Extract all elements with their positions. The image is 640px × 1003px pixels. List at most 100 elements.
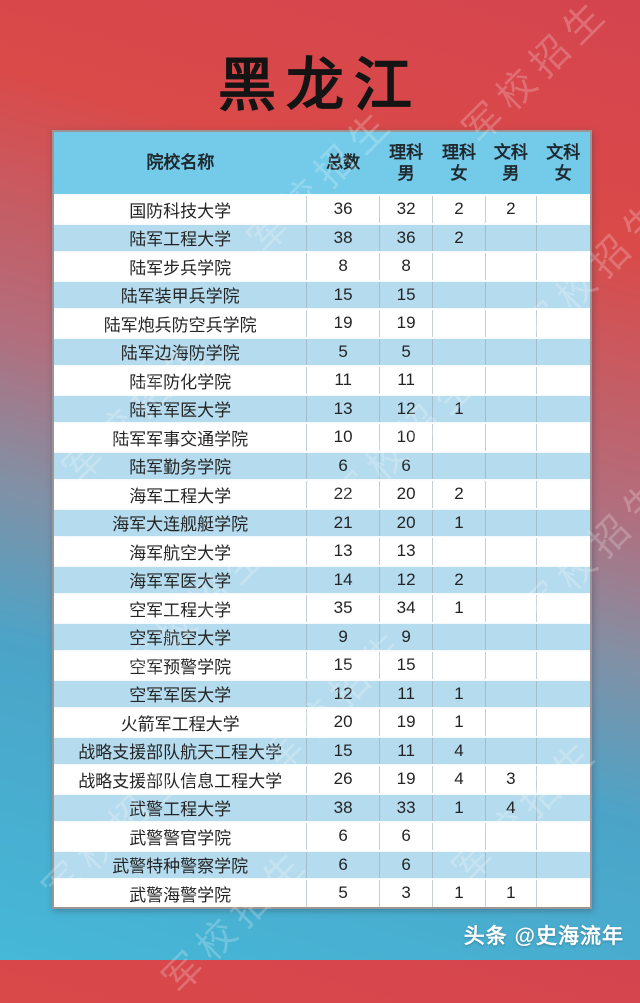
- cell-value-arts-female: [536, 252, 590, 282]
- cell-value-total: 6: [306, 850, 380, 880]
- cell-value-science-male: 10: [379, 423, 434, 453]
- cell-value-total: 38: [306, 793, 380, 823]
- cell-value-science-male: 15: [379, 280, 434, 310]
- cell-value-science-female: 1: [432, 708, 486, 738]
- table-row: 空军预警学院 15 15: [54, 651, 590, 681]
- cell-value-total: 15: [306, 736, 380, 766]
- credit-badge: 头条 @史海流年: [463, 925, 624, 948]
- cell-value-arts-male: 4: [485, 793, 538, 823]
- cell-name: 空军军医大学: [54, 679, 308, 709]
- cell-name: 火箭军工程大学: [54, 708, 308, 738]
- cell-value-science-male: 6: [379, 451, 434, 481]
- table-row: 陆军军事交通学院 10 10: [54, 423, 590, 453]
- column-header-total: 总数: [306, 132, 380, 196]
- column-header-science-male: 理科 男: [379, 132, 433, 196]
- cell-value-total: 15: [306, 651, 380, 681]
- header-row: 院校名称 总数 理科 男 理科 女 文科 男: [54, 132, 590, 196]
- cell-value-science-male: 12: [379, 565, 434, 595]
- cell-value-arts-female: [536, 565, 590, 595]
- table-row: 陆军勤务学院 6 6: [54, 451, 590, 481]
- table-row: 战略支援部队信息工程大学 26 19 4 3: [54, 765, 590, 795]
- table-row: 战略支援部队航天工程大学 15 11 4: [54, 736, 590, 766]
- cell-value-science-female: [432, 337, 486, 367]
- cell-value-science-male: 8: [379, 252, 434, 282]
- cell-name: 海军工程大学: [54, 480, 308, 510]
- column-header-science-female: 理科 女: [432, 132, 486, 196]
- cell-value-arts-male: [485, 252, 538, 282]
- cell-value-arts-female: [536, 594, 590, 624]
- cell-value-total: 15: [306, 280, 380, 310]
- cell-name: 武警海警学院: [54, 879, 308, 907]
- cell-value-total: 20: [306, 708, 380, 738]
- cell-value-science-female: [432, 366, 486, 396]
- cell-value-science-male: 20: [379, 480, 434, 510]
- table-row: 武警工程大学 38 33 1 4: [54, 793, 590, 823]
- cell-value-science-female: 2: [432, 195, 486, 225]
- cell-name: 武警工程大学: [54, 793, 308, 823]
- cell-value-arts-female: [536, 850, 590, 880]
- cell-value-total: 13: [306, 394, 380, 424]
- cell-value-arts-male: [485, 822, 538, 852]
- table-row: 空军工程大学 35 34 1: [54, 594, 590, 624]
- table-row: 海军航空大学 13 13: [54, 537, 590, 567]
- cell-name: 国防科技大学: [54, 195, 308, 225]
- cell-value-arts-male: [485, 451, 538, 481]
- cell-name: 空军工程大学: [54, 594, 308, 624]
- cell-value-science-male: 34: [379, 594, 434, 624]
- cell-value-science-female: [432, 252, 486, 282]
- cell-value-arts-female: [536, 195, 590, 225]
- table-row: 空军军医大学 12 11 1: [54, 679, 590, 709]
- cell-value-science-female: [432, 423, 486, 453]
- cell-value-science-female: 1: [432, 508, 486, 538]
- cell-value-arts-male: [485, 537, 538, 567]
- cell-name: 战略支援部队航天工程大学: [54, 736, 308, 766]
- cell-value-arts-female: [536, 366, 590, 396]
- cell-value-arts-male: [485, 708, 538, 738]
- cell-value-arts-male: [485, 366, 538, 396]
- enrollment-table: 院校名称 总数 理科 男 理科 女 文科 男: [52, 130, 592, 909]
- table-header: 院校名称 总数 理科 男 理科 女 文科 男: [54, 132, 590, 196]
- cell-value-total: 35: [306, 594, 380, 624]
- cell-value-total: 10: [306, 423, 380, 453]
- cell-value-arts-female: [536, 708, 590, 738]
- cell-value-science-male: 11: [379, 679, 434, 709]
- cell-value-arts-female: [536, 679, 590, 709]
- cell-value-arts-female: [536, 451, 590, 481]
- cell-value-science-male: 19: [379, 309, 434, 339]
- cell-value-science-female: 4: [432, 736, 486, 766]
- cell-name: 战略支援部队信息工程大学: [54, 765, 308, 795]
- cell-value-total: 5: [306, 879, 380, 907]
- column-header-arts-male: 文科 男: [485, 132, 537, 196]
- cell-value-science-male: 9: [379, 622, 434, 652]
- cell-value-arts-male: 1: [485, 879, 538, 907]
- cell-name: 武警特种警察学院: [54, 850, 308, 880]
- cell-value-science-female: 2: [432, 223, 486, 253]
- cell-name: 陆军边海防学院: [54, 337, 308, 367]
- table-row: 火箭军工程大学 20 19 1: [54, 708, 590, 738]
- cell-value-science-female: 1: [432, 679, 486, 709]
- cell-value-total: 13: [306, 537, 380, 567]
- cell-value-arts-female: [536, 423, 590, 453]
- column-header-arts-female: 文科 女: [536, 132, 590, 196]
- cell-value-science-male: 6: [379, 822, 434, 852]
- cell-value-arts-male: 2: [485, 195, 538, 225]
- cell-value-arts-male: [485, 565, 538, 595]
- cell-value-arts-female: [536, 223, 590, 253]
- cell-value-science-female: 1: [432, 879, 486, 907]
- cell-value-total: 11: [306, 366, 380, 396]
- cell-value-science-female: 4: [432, 765, 486, 795]
- cell-value-science-male: 3: [379, 879, 434, 907]
- page-title: 黑龙江: [217, 53, 422, 118]
- table-row: 陆军防化学院 11 11: [54, 366, 590, 396]
- cell-name: 陆军军医大学: [54, 394, 308, 424]
- cell-value-science-female: [432, 850, 486, 880]
- cell-value-arts-male: [485, 594, 538, 624]
- data-table: 院校名称 总数 理科 男 理科 女 文科 男: [54, 132, 590, 907]
- cell-value-arts-male: [485, 394, 538, 424]
- cell-name: 空军预警学院: [54, 651, 308, 681]
- cell-value-science-male: 19: [379, 708, 434, 738]
- cell-value-science-male: 11: [379, 736, 434, 766]
- cell-value-total: 38: [306, 223, 380, 253]
- table-row: 陆军炮兵防空兵学院 19 19: [54, 309, 590, 339]
- cell-value-arts-female: [536, 337, 590, 367]
